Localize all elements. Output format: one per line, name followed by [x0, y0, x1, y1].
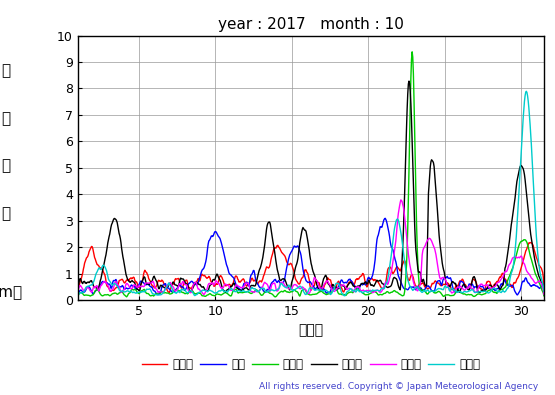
生月島 [76, 284, 83, 288]
経ヶ岸 [74, 288, 81, 293]
経ヶ岸 [140, 277, 147, 282]
上ノ国 [410, 274, 416, 279]
唐桑 [273, 280, 280, 284]
唐桑 [140, 280, 147, 285]
生月島 [397, 198, 404, 202]
Legend: 上ノ国, 唐桑, 石廀崎, 経ヶ岸, 生月島, 屋久島: 上ノ国, 唐桑, 石廀崎, 経ヶ岸, 生月島, 屋久島 [137, 354, 485, 376]
Line: 上ノ国: 上ノ国 [78, 243, 544, 293]
経ヶ岸 [406, 79, 412, 83]
石廀崎 [76, 290, 83, 295]
生月島 [421, 244, 428, 249]
屋久島 [409, 287, 416, 292]
生月島 [410, 280, 417, 284]
Line: 生月島: 生月島 [78, 200, 544, 294]
上ノ国 [274, 243, 281, 248]
石廀崎 [74, 295, 81, 300]
経ヶ岸 [273, 263, 280, 268]
屋久島 [541, 289, 547, 294]
Text: 義: 義 [1, 111, 10, 126]
唐桑 [382, 216, 388, 221]
上ノ国 [74, 290, 81, 295]
Line: 経ヶ岸: 経ヶ岸 [78, 81, 544, 292]
Text: （m）: （m） [0, 285, 22, 300]
石廀崎 [273, 293, 280, 298]
生月島 [200, 292, 207, 297]
屋久島 [273, 288, 280, 292]
屋久島 [76, 290, 83, 295]
経ヶ岸 [410, 161, 416, 166]
Title: year : 2017   month : 10: year : 2017 month : 10 [218, 17, 403, 32]
石廀崎 [140, 288, 147, 293]
Text: 高: 高 [1, 206, 10, 221]
Text: All rights reserved. Copyright © Japan Meteorological Agency: All rights reserved. Copyright © Japan M… [259, 382, 538, 391]
経ヶ岸 [291, 271, 297, 276]
Text: 波: 波 [1, 158, 10, 173]
経ヶ岸 [421, 279, 427, 284]
Line: 唐桑: 唐桑 [78, 218, 544, 295]
生月島 [140, 284, 147, 289]
屋久島 [291, 288, 297, 292]
屋久島 [420, 289, 427, 293]
生月島 [74, 292, 81, 296]
経ヶ岸 [541, 289, 547, 293]
唐桑 [541, 289, 547, 294]
屋久島 [140, 289, 147, 294]
上ノ国 [541, 283, 547, 288]
生月島 [274, 289, 281, 293]
唐桑 [410, 285, 416, 290]
X-axis label: （日）: （日） [298, 324, 324, 338]
上ノ国 [291, 273, 298, 278]
石廀崎 [421, 288, 427, 293]
石廀崎 [409, 49, 416, 54]
上ノ国 [166, 290, 173, 295]
上ノ国 [527, 240, 533, 245]
屋久島 [74, 295, 81, 299]
Line: 屋久島: 屋久島 [78, 91, 544, 297]
上ノ国 [421, 283, 427, 288]
上ノ国 [140, 276, 147, 281]
経ヶ岸 [76, 277, 83, 282]
石廀崎 [291, 287, 297, 292]
屋久島 [523, 89, 529, 94]
Line: 石廀崎: 石廀崎 [78, 52, 544, 297]
石廀崎 [410, 55, 416, 59]
生月島 [291, 282, 298, 287]
経ヶ岸 [477, 290, 483, 295]
Text: 有: 有 [1, 64, 10, 79]
唐桑 [291, 244, 297, 248]
生月島 [541, 292, 547, 297]
唐桑 [74, 293, 81, 298]
唐桑 [76, 289, 83, 293]
上ノ国 [76, 281, 83, 286]
石廀崎 [541, 293, 547, 298]
唐桑 [421, 288, 427, 292]
